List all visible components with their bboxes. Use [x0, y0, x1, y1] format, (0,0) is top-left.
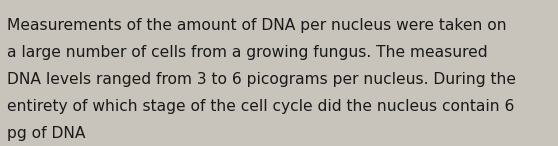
Text: entirety of which stage of the cell cycle did the nucleus contain 6: entirety of which stage of the cell cycl… — [7, 99, 514, 114]
Text: a large number of cells from a growing fungus. The measured: a large number of cells from a growing f… — [7, 45, 488, 60]
Text: pg of DNA: pg of DNA — [7, 126, 85, 141]
Text: Measurements of the amount of DNA per nucleus were taken on: Measurements of the amount of DNA per nu… — [7, 18, 507, 33]
Text: DNA levels ranged from 3 to 6 picograms per nucleus. During the: DNA levels ranged from 3 to 6 picograms … — [7, 72, 516, 87]
